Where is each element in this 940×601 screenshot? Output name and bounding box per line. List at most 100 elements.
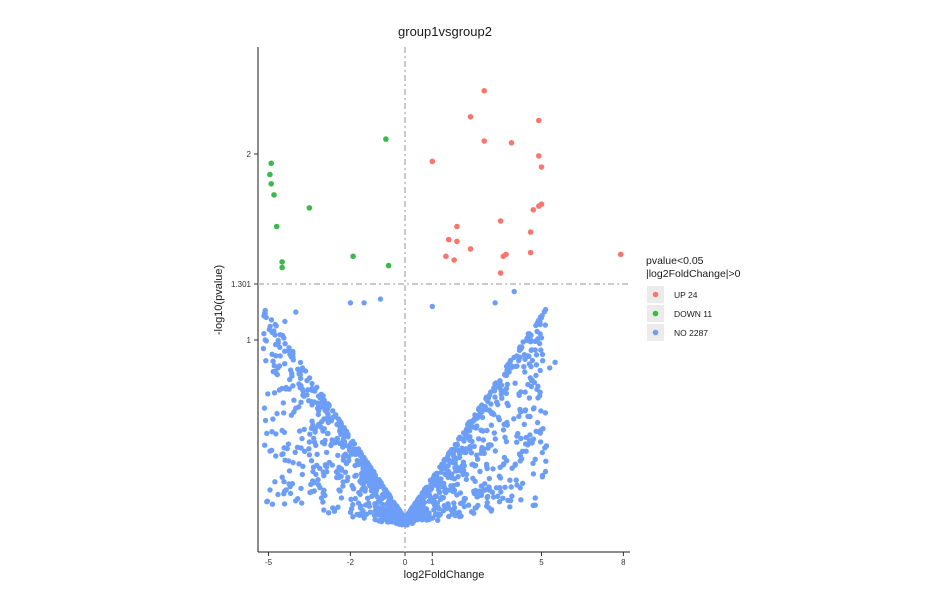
point-not-significant <box>467 434 473 440</box>
point-not-significant <box>282 341 288 347</box>
point-not-significant <box>342 469 349 475</box>
point-not-significant <box>273 353 279 359</box>
point-up <box>500 253 507 260</box>
point-not-significant <box>510 363 516 370</box>
point-up <box>467 246 474 252</box>
point-not-significant <box>365 500 372 506</box>
point-not-significant <box>463 471 470 478</box>
point-not-significant <box>456 467 462 473</box>
point-not-significant <box>446 457 453 464</box>
point-not-significant <box>298 383 304 389</box>
point-not-significant <box>407 508 414 514</box>
point-down <box>279 264 285 271</box>
point-not-significant <box>265 391 271 397</box>
point-not-significant <box>507 477 513 483</box>
point-not-significant <box>293 309 299 315</box>
point-not-significant <box>381 506 387 512</box>
point-up <box>617 251 624 258</box>
point-up <box>443 253 449 260</box>
threshold-lines <box>258 47 630 552</box>
point-not-significant <box>538 408 544 414</box>
point-not-significant <box>511 416 517 422</box>
point-not-significant <box>279 332 286 339</box>
point-not-significant <box>498 489 504 495</box>
point-up <box>536 117 542 124</box>
point-not-significant <box>501 461 507 467</box>
point-not-significant <box>488 389 494 395</box>
point-not-significant <box>352 495 359 502</box>
point-not-significant <box>469 461 475 468</box>
point-not-significant <box>323 449 330 456</box>
point-not-significant <box>363 511 370 517</box>
point-not-significant <box>491 430 497 436</box>
point-not-significant <box>526 353 532 359</box>
point-not-significant <box>431 507 437 513</box>
point-not-significant <box>281 479 287 485</box>
point-not-significant <box>379 512 385 519</box>
point-not-significant <box>502 484 508 490</box>
point-not-significant <box>382 486 388 493</box>
point-not-significant <box>532 347 538 353</box>
point-not-significant <box>473 505 479 511</box>
point-not-significant <box>529 357 536 364</box>
point-not-significant <box>521 364 527 370</box>
point-not-significant <box>497 464 503 470</box>
x-tick-label: 5 <box>539 558 544 567</box>
point-not-significant <box>345 474 351 481</box>
point-not-significant <box>340 479 346 485</box>
point-up <box>467 114 474 120</box>
legend-key-point <box>652 329 659 336</box>
point-up <box>445 236 452 243</box>
point-not-significant <box>529 377 535 384</box>
point-not-significant <box>440 508 447 514</box>
point-not-significant <box>314 462 320 468</box>
significant-points <box>267 88 624 276</box>
point-not-significant <box>370 468 376 474</box>
point-not-significant <box>377 296 384 302</box>
point-not-significant <box>434 500 441 506</box>
point-not-significant <box>495 493 501 499</box>
point-not-significant <box>538 335 545 341</box>
point-not-significant <box>532 338 538 344</box>
point-not-significant <box>518 497 524 503</box>
point-not-significant <box>442 471 448 477</box>
point-not-significant <box>484 503 490 509</box>
point-not-significant <box>532 495 538 501</box>
point-not-significant <box>354 511 360 518</box>
point-not-significant <box>317 395 323 401</box>
point-not-significant <box>263 338 269 344</box>
point-not-significant <box>268 317 275 323</box>
point-not-significant <box>432 511 439 518</box>
point-not-significant <box>461 430 467 436</box>
point-not-significant <box>460 467 467 474</box>
point-not-significant <box>472 478 478 484</box>
point-not-significant <box>312 425 319 431</box>
point-not-significant <box>484 427 490 434</box>
point-not-significant <box>518 409 524 415</box>
point-not-significant <box>505 402 511 409</box>
point-not-significant <box>348 450 355 456</box>
point-not-significant <box>492 448 498 454</box>
point-not-significant <box>504 381 510 387</box>
point-down <box>350 253 356 260</box>
point-not-significant <box>262 442 268 448</box>
point-not-significant <box>472 416 478 422</box>
point-not-significant <box>267 487 273 493</box>
point-not-significant <box>476 436 482 442</box>
point-not-significant <box>527 438 533 444</box>
point-not-significant <box>362 486 368 492</box>
point-not-significant <box>336 487 342 493</box>
point-not-significant <box>309 399 315 405</box>
point-not-significant <box>287 367 294 373</box>
point-not-significant <box>308 425 315 431</box>
point-not-significant <box>276 387 283 393</box>
point-not-significant <box>390 513 397 519</box>
point-not-significant <box>261 405 268 411</box>
point-not-significant <box>320 499 326 505</box>
point-not-significant <box>465 502 472 508</box>
point-not-significant <box>292 449 298 455</box>
point-not-significant <box>361 300 367 306</box>
point-not-significant <box>345 434 351 440</box>
point-not-significant <box>281 410 287 416</box>
